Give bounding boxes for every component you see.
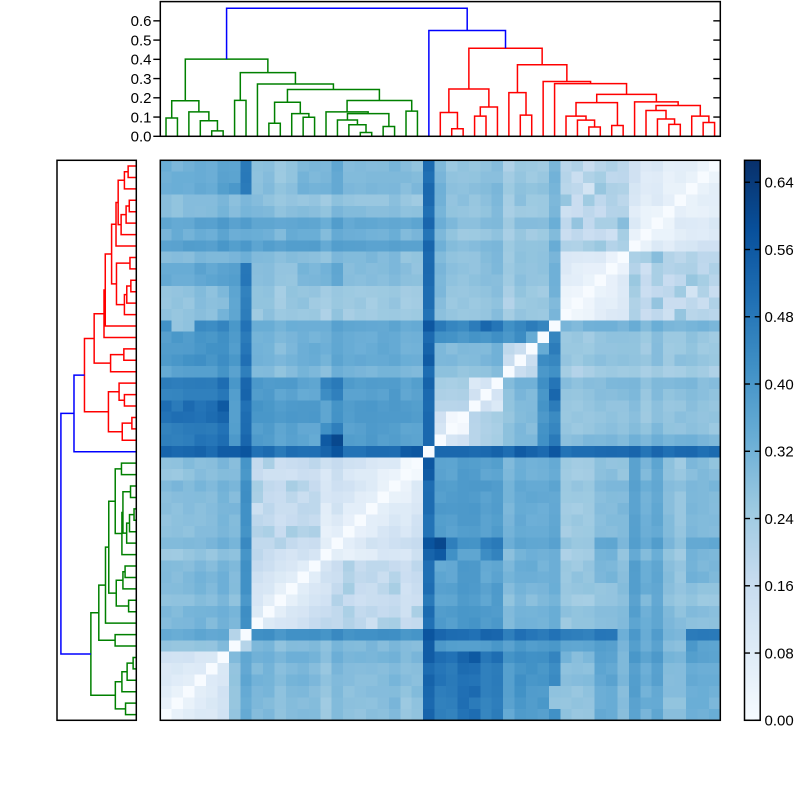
svg-text:0.5: 0.5 [131, 32, 152, 49]
svg-text:0.24: 0.24 [765, 511, 794, 528]
svg-text:0.64: 0.64 [765, 175, 794, 192]
svg-text:0.00: 0.00 [765, 713, 794, 730]
svg-text:0.4: 0.4 [131, 52, 152, 69]
svg-text:0.6: 0.6 [131, 13, 152, 30]
svg-text:0.1: 0.1 [131, 109, 152, 126]
svg-text:0.16: 0.16 [765, 578, 794, 595]
svg-text:0.48: 0.48 [765, 309, 794, 326]
svg-text:0.32: 0.32 [765, 444, 794, 461]
svg-text:0.56: 0.56 [765, 242, 794, 259]
svg-text:0.40: 0.40 [765, 376, 794, 393]
svg-text:0.2: 0.2 [131, 90, 152, 107]
svg-text:0.0: 0.0 [131, 129, 152, 146]
svg-text:0.08: 0.08 [765, 645, 794, 662]
svg-text:0.3: 0.3 [131, 71, 152, 88]
